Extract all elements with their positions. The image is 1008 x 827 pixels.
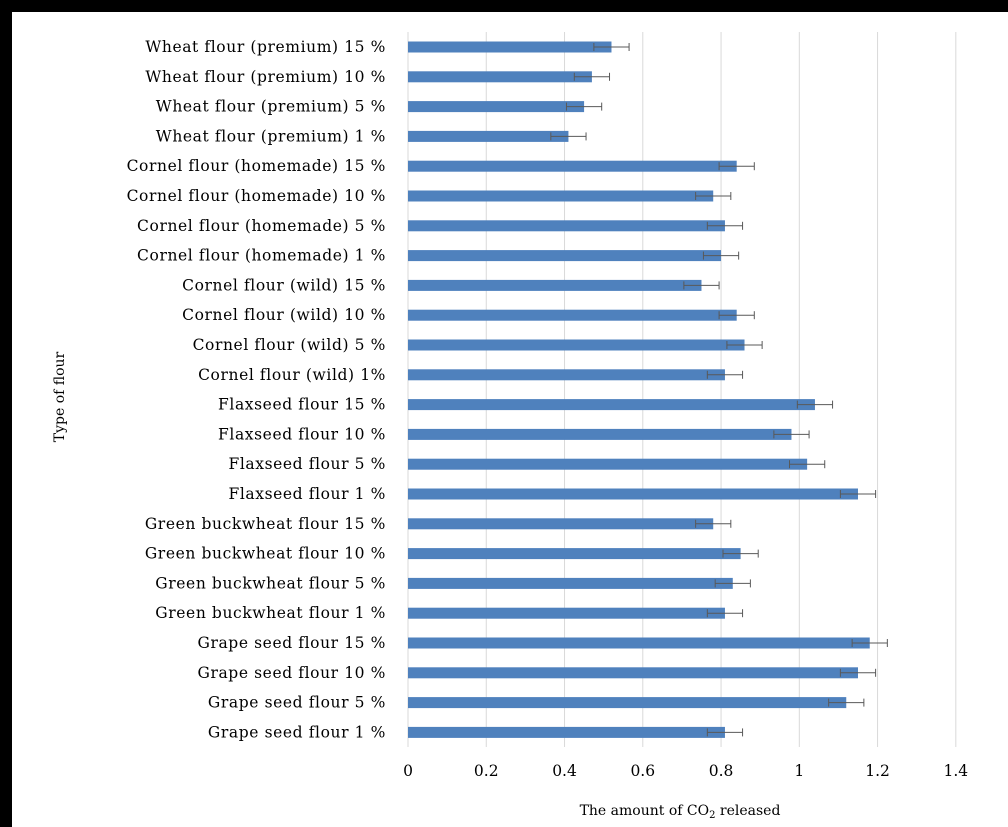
bar (408, 339, 745, 351)
category-label: Green buckwheat flour 1 % (155, 604, 386, 622)
bar (408, 369, 725, 381)
error-bar (695, 519, 732, 528)
category-label: Grape seed flour 1 % (208, 723, 386, 741)
error-bar (550, 132, 587, 141)
error-bar (851, 639, 888, 647)
bar (408, 130, 569, 142)
error-bar (828, 698, 865, 707)
bar (408, 399, 815, 411)
y-axis-title: Type of flour (52, 351, 68, 442)
error-bar (718, 311, 755, 320)
category-label: Wheat flour (premium) 1 % (156, 127, 386, 145)
bar (408, 220, 725, 232)
error-bar (789, 460, 826, 469)
error-bar (718, 162, 755, 171)
bar (408, 488, 858, 500)
bar (408, 637, 870, 649)
bar (408, 518, 714, 530)
category-label: Grape seed flour 10 % (197, 664, 386, 682)
category-label: Green buckwheat flour 10 % (145, 545, 386, 563)
bar (408, 71, 592, 83)
x-axis-title: The amount of CO2 released (580, 803, 781, 821)
category-label: Green buckwheat flour 5 % (155, 574, 386, 592)
error-bar (695, 192, 732, 200)
bar (408, 101, 585, 113)
category-label: Flaxseed flour 1 % (228, 485, 386, 503)
error-bar (706, 609, 744, 618)
bar (408, 548, 741, 560)
category-label: Cornel flour (homemade) 5 % (137, 217, 386, 235)
error-bar (839, 668, 877, 677)
error-bar (726, 341, 763, 349)
bar (408, 160, 737, 172)
category-label: Grape seed flour 15 % (197, 634, 386, 652)
category-label: Cornel flour (wild) 15 % (182, 276, 386, 294)
error-bar (702, 251, 740, 260)
category-label: Cornel flour (wild) 10 % (182, 306, 386, 324)
x-tick-layer: 0 0.2 0.4 0.6 0.8 1 1.2 1.4 (403, 762, 968, 780)
error-bar (573, 72, 611, 81)
error-bar (796, 400, 834, 409)
bar (408, 41, 612, 53)
bar (408, 428, 792, 440)
category-label: Green buckwheat flour 15 % (145, 515, 386, 533)
x-axis-title-part3: released (715, 803, 780, 819)
category-label: Flaxseed flour 15 % (218, 396, 386, 414)
category-label: Wheat flour (premium) 5 % (156, 98, 386, 116)
error-bar (706, 370, 744, 379)
bar (408, 726, 725, 738)
error-bar (683, 281, 720, 290)
category-label: Flaxseed flour 10 % (218, 425, 386, 443)
grid-layer (407, 32, 957, 747)
x-tick-label: 1 (794, 762, 804, 780)
category-label: Cornel flour (homemade) 15 % (127, 157, 386, 175)
category-label: Cornel flour (homemade) 1 % (137, 247, 386, 265)
x-tick-label: 0.2 (474, 762, 499, 780)
bar (408, 697, 847, 709)
bar (408, 190, 714, 202)
error-bar (714, 579, 751, 588)
x-axis-title-subscript: 2 (709, 810, 715, 821)
bar (408, 607, 725, 619)
bar (408, 667, 858, 679)
error-bar (722, 549, 759, 558)
bar (408, 250, 722, 262)
x-tick-label: 0.4 (552, 762, 577, 780)
x-tick-label: 0.8 (709, 762, 734, 780)
x-axis-title-part1: The amount of CO (580, 803, 710, 819)
bar-layer (408, 41, 870, 738)
bar (408, 279, 702, 291)
x-tick-label: 0 (403, 762, 413, 780)
error-bar (839, 490, 877, 498)
category-label: Cornel flour (homemade) 10 % (127, 187, 386, 205)
category-label: Flaxseed flour 5 % (228, 455, 386, 473)
bar-chart: Wheat flour (premium) 15 % Wheat flour (p… (52, 32, 968, 821)
category-label-layer: Wheat flour (premium) 15 % Wheat flour (p… (127, 38, 386, 741)
error-bar (593, 43, 630, 51)
x-tick-label: 1.2 (865, 762, 890, 780)
error-bar (706, 728, 744, 737)
category-label: Cornel flour (wild) 1% (198, 366, 386, 384)
x-tick-label: 0.6 (630, 762, 655, 780)
category-label: Wheat flour (premium) 15 % (145, 38, 386, 56)
x-tick-label: 1.4 (943, 762, 968, 780)
category-label: Wheat flour (premium) 10 % (145, 68, 386, 86)
chart-panel: Wheat flour (premium) 15 % Wheat flour (p… (12, 12, 1008, 827)
error-bar (773, 430, 810, 439)
category-label: Cornel flour (wild) 5 % (193, 336, 386, 354)
category-label: Grape seed flour 5 % (208, 694, 386, 712)
error-bar (706, 221, 744, 230)
error-bar (565, 102, 603, 111)
error-bar-layer (550, 43, 888, 737)
bar (408, 309, 737, 321)
bar (408, 458, 808, 470)
bar (408, 577, 733, 589)
